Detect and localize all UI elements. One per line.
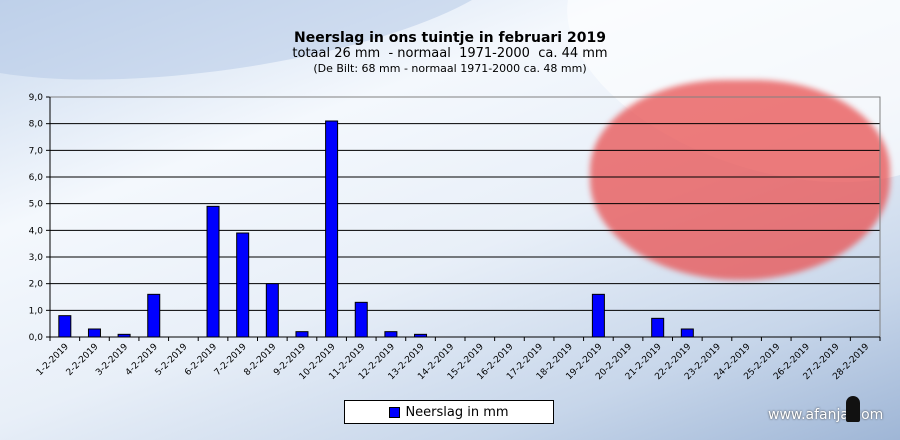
chart-subtitle-2: (De Bilt: 68 mm - normaal 1971-2000 ca. … [313, 62, 587, 75]
bar [87, 328, 101, 338]
bar [265, 283, 279, 338]
y-tick-label: 5,0 [29, 200, 44, 210]
bar [384, 331, 398, 338]
y-tick-label: 2,0 [29, 280, 44, 290]
bar [117, 333, 131, 338]
chart-title: Neerslag in ons tuintje in februari 2019 [294, 30, 606, 46]
bar [651, 317, 665, 338]
bar [206, 205, 220, 338]
bar [295, 331, 309, 338]
bar [147, 293, 161, 338]
heart-decoration [590, 80, 890, 280]
legend-label: Neerslag in mm [405, 404, 509, 420]
y-tick-label: 3,0 [29, 253, 44, 263]
silhouette-icon [846, 396, 860, 422]
bar [58, 315, 72, 338]
y-tick-label: 1,0 [29, 306, 44, 316]
y-tick-label: 7,0 [29, 146, 44, 156]
y-tick-label: 6,0 [29, 173, 44, 183]
y-tick-label: 0,0 [29, 333, 44, 343]
bar [591, 293, 605, 338]
bar [325, 120, 339, 338]
bar [680, 328, 694, 338]
bar [236, 232, 250, 338]
legend-swatch [389, 406, 401, 418]
chart-subtitle: totaal 26 mm - normaal 1971-2000 ca. 44 … [292, 46, 608, 61]
y-tick-label: 9,0 [29, 93, 44, 103]
y-tick-label: 8,0 [29, 120, 44, 130]
y-tick-label: 4,0 [29, 226, 44, 236]
watermark: www.afanja.com [768, 407, 884, 423]
plot-area [49, 96, 881, 338]
bar [414, 333, 428, 338]
bar [354, 301, 368, 338]
legend: Neerslag in mm [344, 400, 554, 424]
